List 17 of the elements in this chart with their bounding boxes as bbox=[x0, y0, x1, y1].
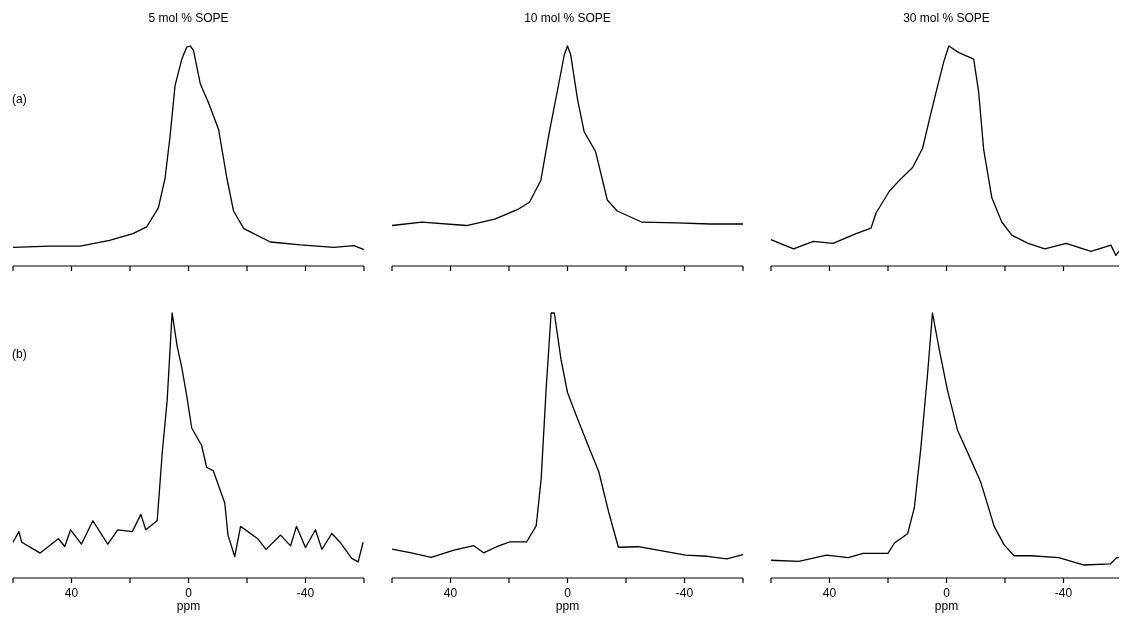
x-tick-label: -40 bbox=[296, 586, 315, 600]
x-tick-label: 40 bbox=[822, 586, 837, 600]
chart-title: 5 mol % SOPE bbox=[148, 11, 229, 25]
chart-title: 30 mol % SOPE bbox=[903, 11, 990, 25]
x-tick-label: -40 bbox=[675, 586, 694, 600]
x-axis-title: ppm bbox=[176, 599, 201, 613]
chart-title: 10 mol % SOPE bbox=[524, 11, 611, 25]
x-tick-label: 40 bbox=[64, 586, 79, 600]
annotation: (b) bbox=[12, 347, 27, 361]
x-tick-label: 40 bbox=[443, 586, 458, 600]
x-axis-title: ppm bbox=[555, 599, 580, 613]
x-tick-label: -40 bbox=[1054, 586, 1073, 600]
x-tick-label: 0 bbox=[564, 586, 572, 600]
x-tick-label: 0 bbox=[185, 586, 193, 600]
x-tick-label: 0 bbox=[943, 586, 951, 600]
x-axis-title: ppm bbox=[934, 599, 959, 613]
annotation: (a) bbox=[12, 92, 27, 106]
